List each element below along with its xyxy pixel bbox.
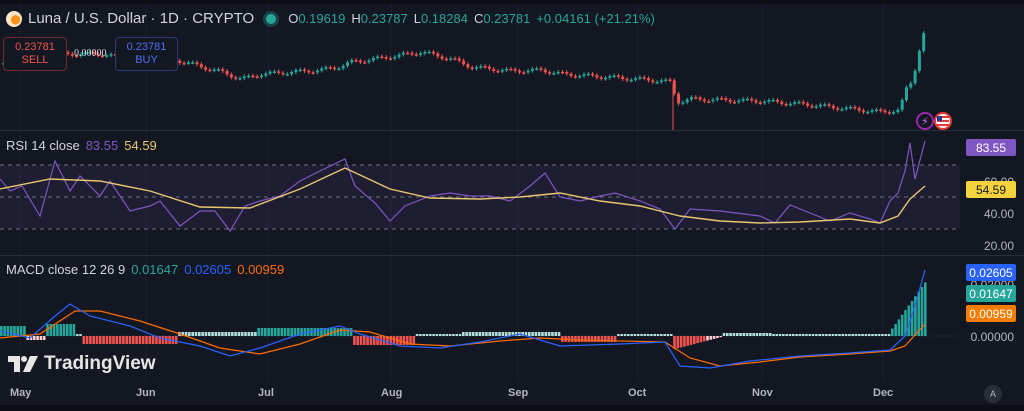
chart-panes[interactable]: Luna / U.S. Dollar · 1D · CRYPTO O0.1961… [0, 4, 1024, 381]
rsi-axis-40: 40.00 [983, 207, 1014, 221]
sell-price: 0.23781 [15, 41, 55, 53]
open-value: 0.19619 [298, 11, 346, 26]
low-label: L [413, 11, 421, 26]
macd-axis-000: 0.00000 [970, 330, 1014, 344]
rsi-plot[interactable] [0, 131, 1024, 255]
rsi-axis-20: 20.00 [983, 239, 1014, 253]
time-axis[interactable]: May Jun Jul Aug Sep Oct Nov Dec [0, 381, 1024, 407]
rsi-legend-value: 83.55 [85, 138, 119, 153]
close-label: C [473, 11, 484, 26]
top-edge [0, 0, 1024, 4]
buy-button[interactable]: 0.23781 BUY [115, 37, 178, 71]
rsi-ma-legend-value: 54.59 [124, 138, 157, 153]
bottom-edge [0, 405, 1024, 411]
buy-price: 0.23781 [126, 41, 167, 53]
flash-event-icon[interactable]: ⚡ [916, 112, 934, 130]
pane-divider[interactable] [0, 255, 1024, 256]
rsi-ma-value-tag: 54.59 [966, 181, 1016, 198]
time-label-jul: Jul [258, 387, 274, 399]
rsi-pane[interactable]: RSI 14 close 83.55 54.59 60.00 40.00 20.… [0, 131, 1024, 255]
macd-value-tag: 0.02605 [966, 264, 1016, 281]
macd-signal-legend-value: 0.00959 [237, 262, 285, 277]
time-label-oct: Oct [628, 387, 647, 399]
open-label: O [288, 11, 299, 26]
macd-hist-value-tag: 0.01647 [966, 285, 1016, 302]
macd-plot[interactable] [0, 256, 1024, 381]
symbol-legend: Luna / U.S. Dollar · 1D · CRYPTO O0.1961… [6, 10, 655, 27]
change-value: +0.04161 (+21.21%) [536, 11, 655, 26]
sell-label: SELL [21, 54, 49, 66]
luna-logo-icon [6, 10, 22, 27]
low-value: 0.18284 [420, 11, 468, 26]
close-value: 0.23781 [483, 11, 531, 26]
sell-button[interactable]: 0.23781 SELL [3, 37, 67, 71]
spread-value: 0.00000 [74, 48, 107, 59]
time-label-aug: Aug [381, 387, 403, 399]
pane-divider[interactable] [0, 130, 1024, 131]
tradingview-logo[interactable]: TradingView [8, 353, 156, 375]
macd-line-legend-value: 0.02605 [184, 262, 232, 277]
macd-legend: MACD close 12 26 9 0.01647 0.02605 0.009… [6, 262, 284, 277]
macd-hist-legend-value: 0.01647 [131, 262, 179, 277]
auto-scale-button[interactable]: A [984, 385, 1002, 403]
macd-pane[interactable]: MACD close 12 26 9 0.01647 0.02605 0.009… [0, 256, 1024, 381]
rsi-legend: RSI 14 close 83.55 54.59 [6, 138, 157, 153]
high-value: 0.23787 [360, 11, 408, 26]
price-pane[interactable]: Luna / U.S. Dollar · 1D · CRYPTO O0.1961… [0, 4, 1024, 130]
rsi-value-tag: 83.55 [966, 139, 1016, 156]
macd-legend-name[interactable]: MACD close 12 26 9 [6, 262, 126, 277]
symbol-title[interactable]: Luna / U.S. Dollar · 1D · CRYPTO [28, 10, 255, 27]
buy-label: BUY [135, 54, 158, 66]
rsi-legend-name[interactable]: RSI 14 close [6, 138, 80, 153]
flag-icon [937, 116, 949, 126]
ohlc-values: O0.19619 H0.23787 L0.18284 C0.23781 +0.0… [288, 11, 655, 26]
high-label: H [351, 11, 361, 26]
time-label-jun: Jun [136, 387, 156, 399]
time-label-nov: Nov [752, 387, 773, 399]
us-flag-event-icon[interactable] [934, 112, 952, 130]
time-label-may: May [10, 387, 32, 399]
market-status-icon [266, 13, 277, 24]
tradingview-mark-icon [8, 356, 38, 372]
time-label-sep: Sep [508, 387, 529, 399]
macd-signal-value-tag: 0.00959 [966, 305, 1016, 322]
tradingview-logo-text: TradingView [44, 353, 156, 374]
time-label-dec: Dec [873, 387, 894, 399]
